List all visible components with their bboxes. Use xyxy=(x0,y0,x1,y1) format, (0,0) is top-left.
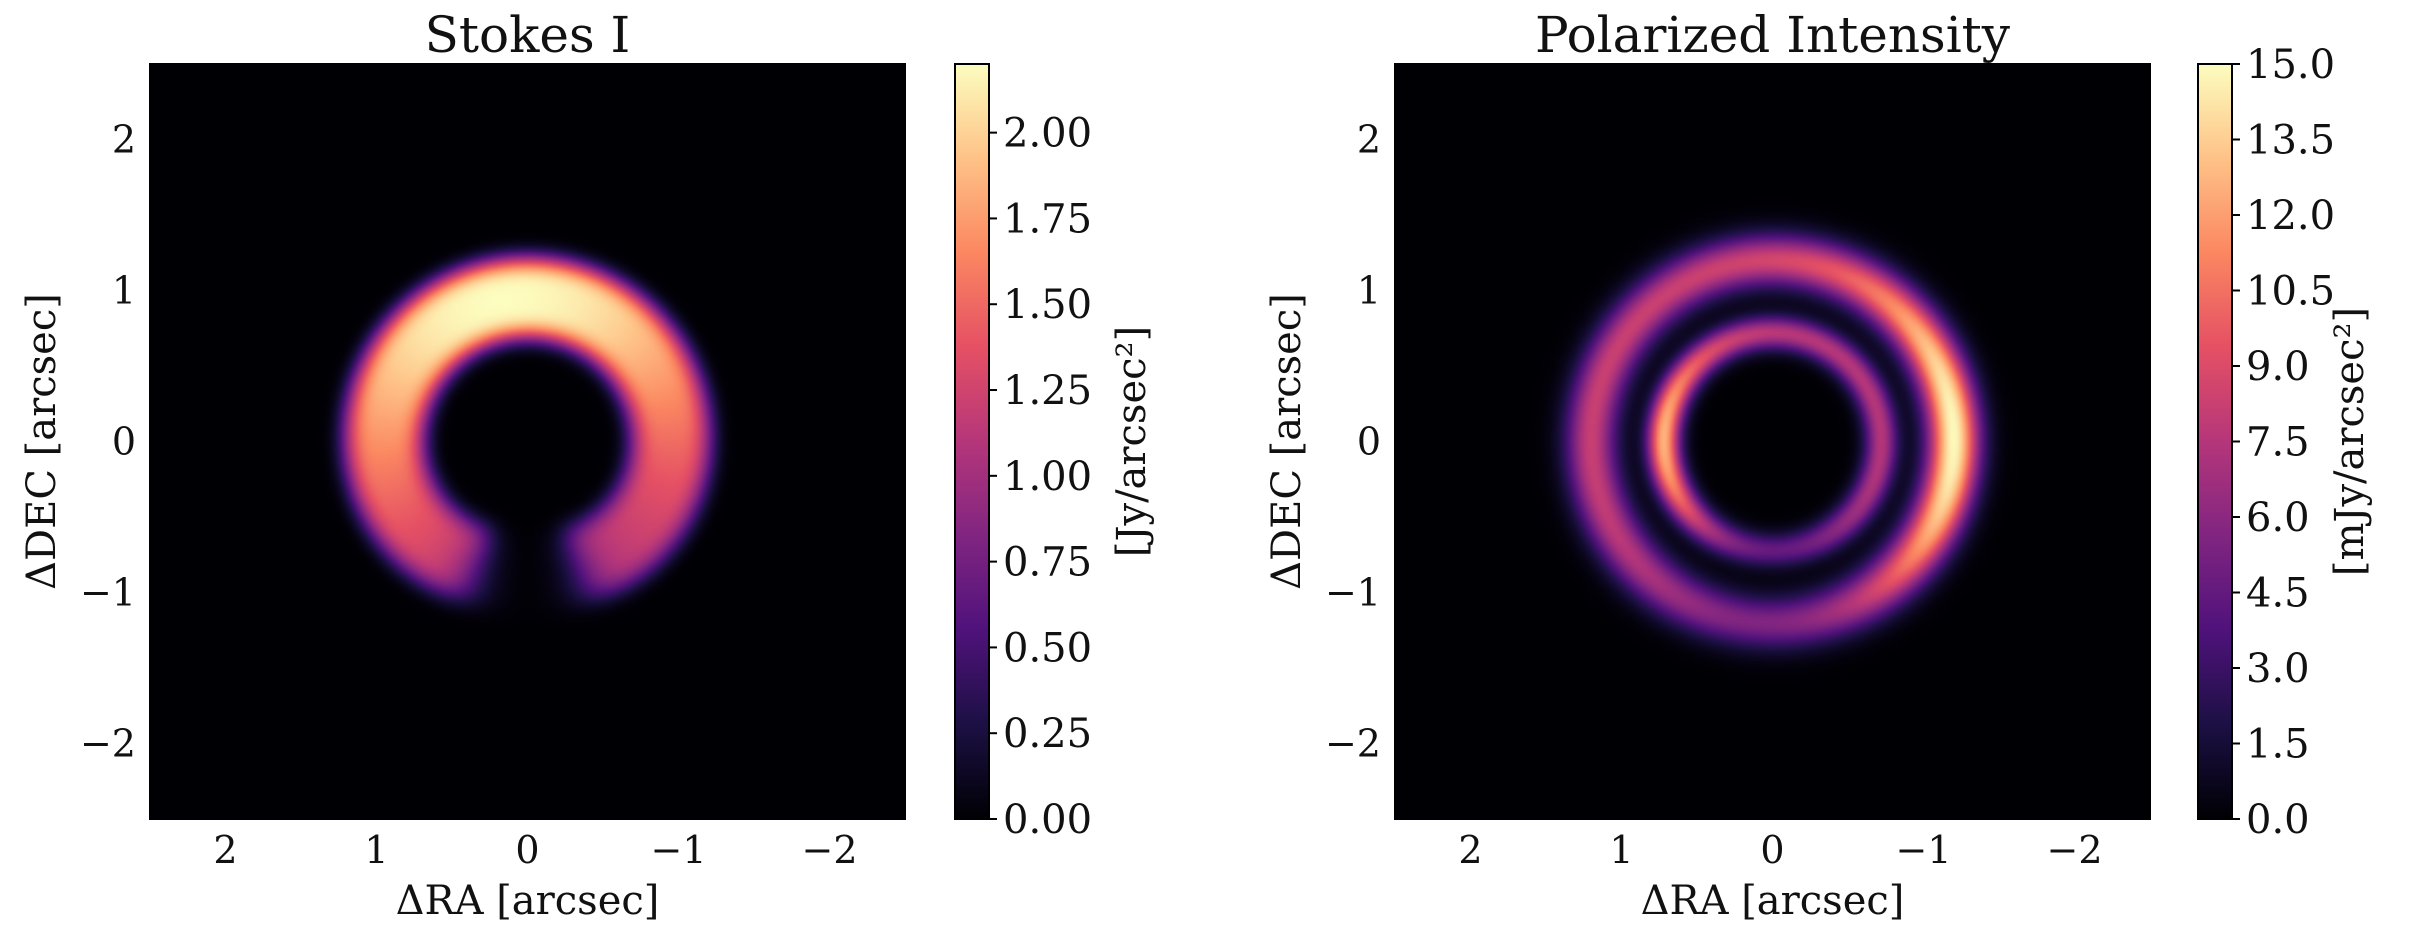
colorbar-tick-label: 10.5 xyxy=(2246,269,2335,315)
x-tick-label: −1 xyxy=(650,828,706,872)
colorbar-tick-label: 9.0 xyxy=(2246,344,2310,390)
colorbar-tick-label: 12.0 xyxy=(2246,193,2335,239)
colorbar-tick-label: 1.50 xyxy=(1003,282,1092,328)
y-tick-label: 1 xyxy=(112,269,136,313)
colorbar-tick-label: 7.5 xyxy=(2246,420,2310,466)
colorbar-tick-label: 15.0 xyxy=(2246,42,2335,88)
colorbar-tick-label: 0.00 xyxy=(1003,797,1092,843)
colorbar-tick-label: 0.25 xyxy=(1003,711,1092,757)
x-tick-label: 2 xyxy=(213,828,237,872)
panel-title: Stokes I xyxy=(425,6,631,64)
colorbar-tick-label: 13.5 xyxy=(2246,118,2335,164)
x-tick-label: 1 xyxy=(364,828,388,872)
x-tick-label: 2 xyxy=(1458,828,1482,872)
x-tick-label: 1 xyxy=(1609,828,1633,872)
colorbar-label: [Jy/arcsec²] xyxy=(1109,326,1155,557)
y-tick-label: −1 xyxy=(80,571,136,615)
x-tick-label: 0 xyxy=(1760,828,1784,872)
colorbar xyxy=(954,63,990,820)
colorbar-tick-label: 0.0 xyxy=(2246,797,2310,843)
colorbar-tick-label: 3.0 xyxy=(2246,646,2310,692)
y-tick-label: −2 xyxy=(1325,722,1381,766)
x-tick-label: −2 xyxy=(801,828,857,872)
y-tick-label: 2 xyxy=(1357,118,1381,162)
colorbar xyxy=(2197,63,2233,820)
colorbar-tick-label: 0.50 xyxy=(1003,625,1092,671)
colorbar-tick-label: 6.0 xyxy=(2246,495,2310,541)
y-tick-label: 0 xyxy=(1357,420,1381,464)
colorbar-tick-label: 1.25 xyxy=(1003,368,1092,414)
x-tick-label: −2 xyxy=(2046,828,2102,872)
colorbar-tick-label: 2.00 xyxy=(1003,111,1092,157)
y-tick-label: 2 xyxy=(112,118,136,162)
panel-title: Polarized Intensity xyxy=(1535,6,2011,64)
colorbar-tick-label: 1.00 xyxy=(1003,454,1092,500)
colorbar-tick-label: 4.5 xyxy=(2246,571,2310,617)
y-tick-label: 1 xyxy=(1357,269,1381,313)
x-tick-label: −1 xyxy=(1895,828,1951,872)
emission-image-0 xyxy=(150,64,905,819)
y-axis-label: ΔDEC [arcsec] xyxy=(19,293,65,590)
y-axis-label: ΔDEC [arcsec] xyxy=(1264,293,1310,590)
y-tick-label: −1 xyxy=(1325,571,1381,615)
y-tick-label: 0 xyxy=(112,420,136,464)
colorbar-tick-label: 1.75 xyxy=(1003,196,1092,242)
x-axis-label: ΔRA [arcsec] xyxy=(1641,878,1905,924)
colorbar-tick-label: 1.5 xyxy=(2246,722,2310,768)
emission-image-1 xyxy=(1395,64,2150,819)
colorbar-tick-label: 0.75 xyxy=(1003,540,1092,586)
y-tick-label: −2 xyxy=(80,722,136,766)
x-tick-label: 0 xyxy=(515,828,539,872)
colorbar-label: [mJy/arcsec²] xyxy=(2327,307,2373,576)
x-axis-label: ΔRA [arcsec] xyxy=(396,878,660,924)
